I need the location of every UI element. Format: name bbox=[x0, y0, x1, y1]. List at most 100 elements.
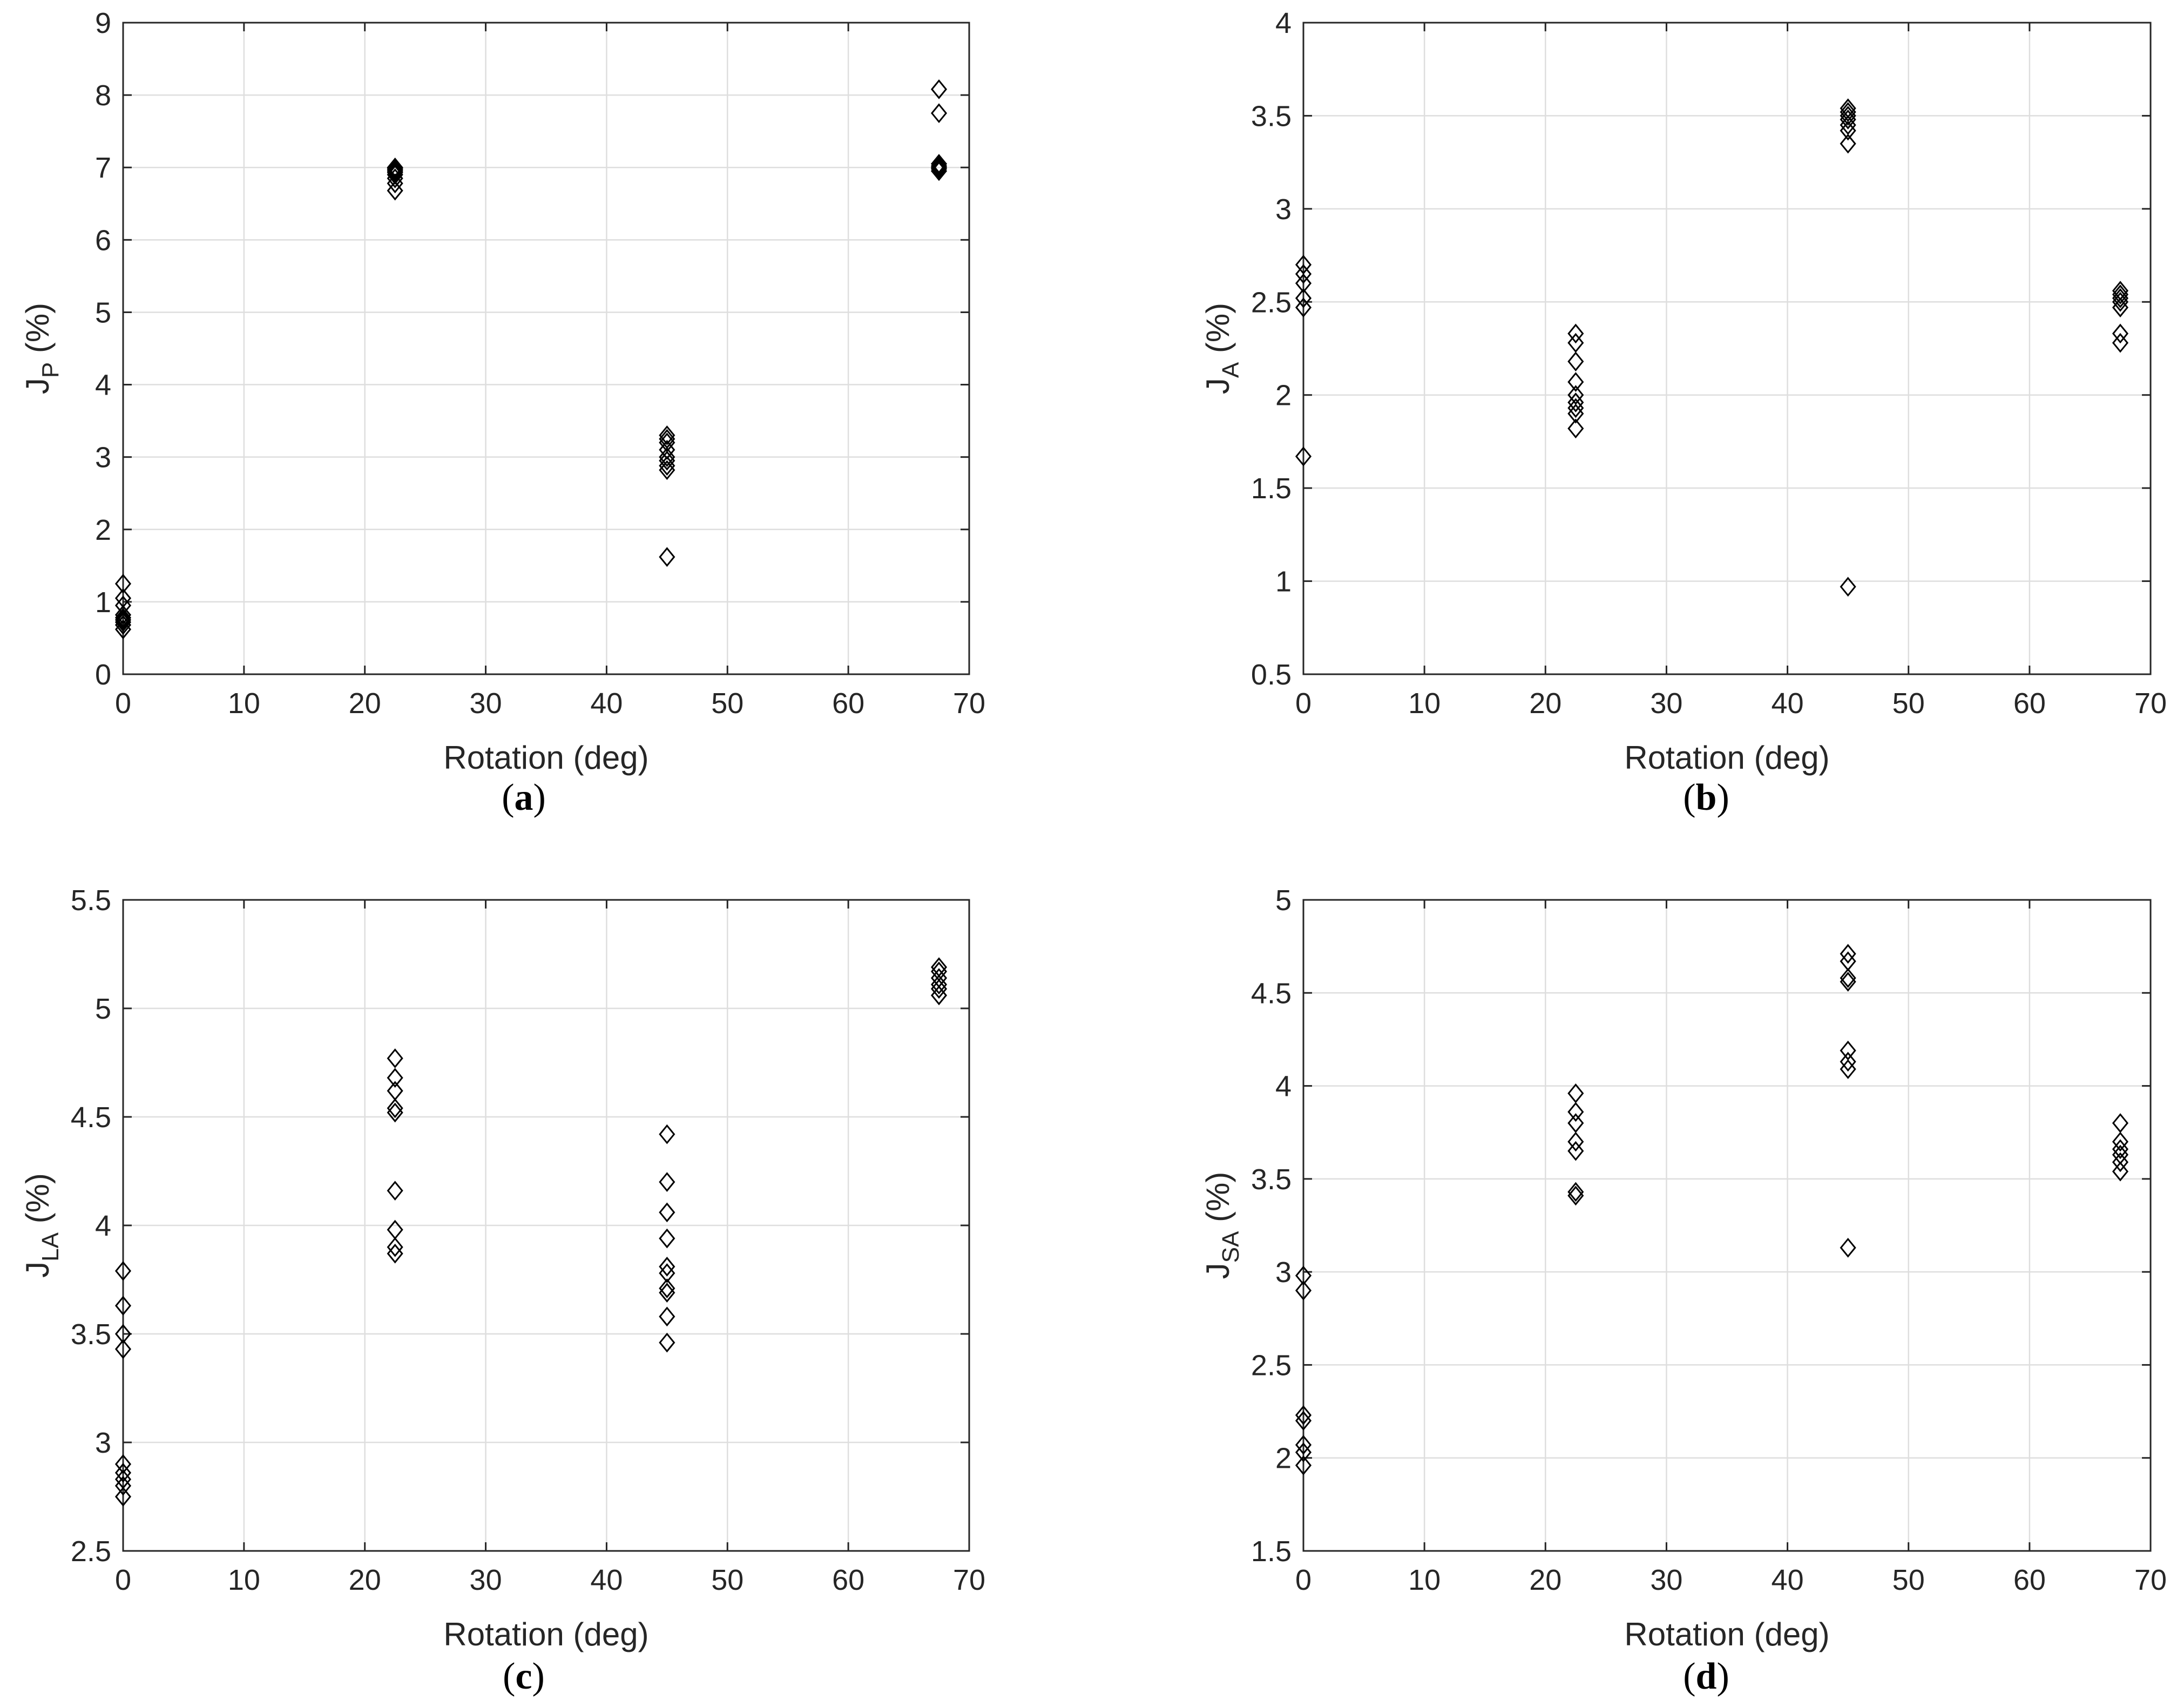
chart-panel-c: 0 10 20 30 40 50 60 70 2.5 3 3.5 4 4.5 5 5.5 Rotation (… bbox=[19, 884, 985, 1697]
data-point bbox=[659, 1332, 675, 1353]
axes-box bbox=[122, 22, 970, 675]
data-point bbox=[114, 573, 132, 594]
data-point bbox=[114, 1324, 132, 1344]
data-point bbox=[2112, 288, 2129, 308]
y-tick-label: 4 bbox=[1275, 7, 1292, 39]
y-tick-label: 4 bbox=[95, 369, 111, 402]
data-point bbox=[387, 1219, 403, 1240]
data-point bbox=[114, 1261, 132, 1281]
data-point bbox=[659, 1202, 675, 1223]
chart-panel-b: 0 10 20 30 40 50 60 70 0.5 1 1.5 2 2.5 3 3.5 4 Rotation … bbox=[1200, 7, 2167, 818]
data-point bbox=[2112, 333, 2129, 353]
data-point bbox=[659, 1257, 675, 1277]
x-tick-label: 20 bbox=[1529, 1564, 1561, 1596]
plot-area bbox=[123, 23, 969, 674]
data-point bbox=[1567, 1185, 1584, 1206]
data-point bbox=[1295, 273, 1312, 294]
data-point bbox=[1840, 968, 1856, 988]
data-point bbox=[1567, 372, 1584, 392]
plot-area bbox=[1303, 23, 2151, 674]
data-point bbox=[1840, 98, 1856, 118]
y-tick-label: 0 bbox=[95, 659, 111, 691]
x-axis-label: Rotation (deg) bbox=[1624, 1616, 1829, 1652]
y-tick-label: 0.5 bbox=[1251, 659, 1292, 691]
data-point bbox=[114, 1487, 132, 1507]
y-axis-label-main: J bbox=[1200, 1263, 1236, 1279]
x-tick-label: 20 bbox=[1529, 687, 1561, 720]
data-point bbox=[387, 1237, 403, 1257]
x-tick-label: 50 bbox=[711, 1564, 743, 1596]
data-point bbox=[1295, 297, 1312, 317]
data-point bbox=[1567, 385, 1584, 405]
data-point bbox=[659, 547, 675, 567]
data-point bbox=[930, 957, 948, 977]
data-point bbox=[387, 180, 403, 201]
y-axis-label-unit: (%) bbox=[1200, 1172, 1236, 1231]
data-point bbox=[2112, 292, 2129, 312]
y-tick-label: 4.5 bbox=[71, 1101, 111, 1134]
x-tick-label: 70 bbox=[2134, 1564, 2167, 1596]
data-point bbox=[1567, 1083, 1584, 1103]
x-tick-label: 70 bbox=[2134, 687, 2167, 720]
data-point bbox=[1840, 951, 1856, 972]
panel-label: (c) bbox=[503, 1656, 545, 1697]
y-tick-label: 3 bbox=[95, 442, 111, 474]
data-point bbox=[1567, 392, 1584, 412]
x-tick-label: 40 bbox=[590, 1564, 623, 1596]
data-point bbox=[1840, 972, 1856, 992]
data-point bbox=[2112, 1131, 2129, 1152]
x-axis-label: Rotation (deg) bbox=[443, 740, 648, 776]
data-point bbox=[930, 154, 948, 174]
x-tick-label: 0 bbox=[115, 687, 131, 720]
data-point bbox=[114, 612, 132, 632]
data-point bbox=[114, 588, 132, 608]
data-point bbox=[1295, 264, 1312, 284]
y-axis-label: JLA (%) bbox=[19, 1173, 64, 1278]
data-point bbox=[930, 961, 948, 982]
data-point bbox=[114, 595, 132, 615]
x-tick-label: 70 bbox=[953, 1564, 985, 1596]
data-point bbox=[1840, 1052, 1856, 1072]
data-point bbox=[1840, 1040, 1856, 1061]
data-point bbox=[1567, 333, 1584, 353]
x-tick-label: 0 bbox=[1295, 687, 1312, 720]
x-axis-label: Rotation (deg) bbox=[1624, 740, 1829, 776]
y-tick-label: 6 bbox=[95, 224, 111, 256]
data-point bbox=[1840, 1237, 1856, 1258]
data-point bbox=[1567, 323, 1584, 344]
y-tick-label: 2.5 bbox=[1251, 1349, 1292, 1381]
chart-panel-d: 0 10 20 30 40 50 60 70 1.5 2 2.5 3 3.5 4 4.5 5 Rotation … bbox=[1200, 884, 2167, 1697]
data-point bbox=[387, 159, 403, 180]
data-point bbox=[2112, 1152, 2129, 1172]
data-point bbox=[1295, 1435, 1312, 1455]
y-tick-label: 1 bbox=[95, 586, 111, 619]
x-tick-label: 10 bbox=[1408, 1564, 1441, 1596]
panel-label: (d) bbox=[1683, 1656, 1729, 1697]
data-point bbox=[114, 1462, 132, 1483]
x-tick-label: 60 bbox=[2013, 687, 2046, 720]
y-tick-label: 2 bbox=[1275, 379, 1292, 412]
y-tick-label: 1.5 bbox=[1251, 472, 1292, 505]
x-axis-label: Rotation (deg) bbox=[443, 1616, 648, 1652]
x-tick-label: 10 bbox=[1408, 687, 1441, 720]
data-point bbox=[1567, 1131, 1584, 1152]
x-tick-label: 40 bbox=[1772, 1564, 1804, 1596]
x-tick-label: 10 bbox=[228, 687, 260, 720]
data-point bbox=[114, 1296, 132, 1316]
data-point bbox=[387, 1181, 403, 1201]
y-tick-label: 2 bbox=[1275, 1442, 1292, 1475]
y-tick-label: 3 bbox=[1275, 1256, 1292, 1289]
y-axis-label-main: J bbox=[19, 378, 56, 394]
data-point bbox=[1840, 577, 1856, 597]
data-point bbox=[659, 429, 675, 449]
data-point bbox=[930, 156, 948, 176]
data-point bbox=[114, 608, 132, 628]
data-point bbox=[1840, 109, 1856, 130]
x-tick-label: 70 bbox=[953, 687, 985, 720]
x-tick-label: 0 bbox=[115, 1564, 131, 1596]
y-axis-label-unit: (%) bbox=[19, 303, 56, 362]
data-point bbox=[114, 619, 132, 640]
panel-label: (a) bbox=[502, 777, 546, 818]
data-point bbox=[114, 1454, 132, 1474]
